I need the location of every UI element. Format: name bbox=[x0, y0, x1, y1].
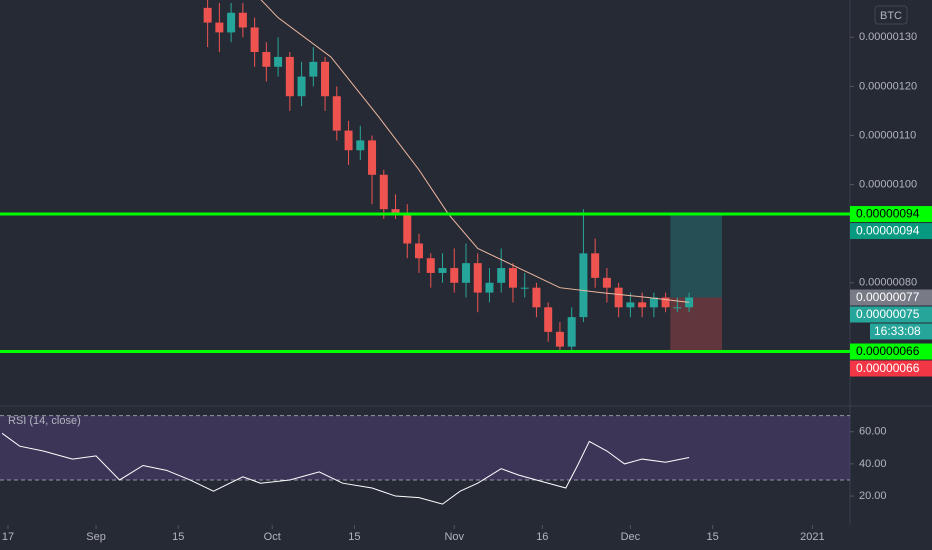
candle-body bbox=[438, 268, 447, 273]
candle-body bbox=[356, 140, 365, 151]
candle-body bbox=[661, 297, 670, 308]
price-label-bg bbox=[850, 343, 932, 360]
candle-body bbox=[579, 253, 588, 318]
candle-body bbox=[250, 27, 259, 53]
candle-body bbox=[520, 287, 529, 289]
price-label-bg bbox=[850, 206, 932, 223]
candle-body bbox=[461, 263, 470, 283]
candle-body bbox=[238, 12, 247, 28]
y-tick-label: 0.00000100 bbox=[859, 178, 917, 190]
price-label-bg bbox=[850, 360, 932, 377]
moving-average bbox=[260, 0, 690, 303]
price-label: 0.00000094 bbox=[856, 207, 920, 221]
y-tick-label: 0.00000080 bbox=[859, 277, 917, 289]
price-label-bg bbox=[850, 289, 932, 306]
price-label: 0.00000066 bbox=[856, 361, 920, 375]
x-tick-label: 15 bbox=[172, 531, 184, 543]
candle-body bbox=[368, 140, 377, 175]
x-tick-label: 16 bbox=[536, 531, 548, 543]
candle-body bbox=[638, 302, 647, 308]
y-tick-label: 20.00 bbox=[859, 490, 887, 502]
candle-body bbox=[262, 52, 271, 67]
x-tick-label: Dec bbox=[621, 531, 641, 543]
rsi-band bbox=[0, 415, 850, 480]
countdown-bg bbox=[870, 323, 932, 340]
position-stop bbox=[670, 297, 722, 352]
x-tick-label: Nov bbox=[444, 531, 464, 543]
candle-body bbox=[203, 7, 212, 23]
candle-body bbox=[508, 268, 517, 288]
candle-body bbox=[391, 209, 400, 215]
price-label-bg bbox=[850, 223, 932, 240]
candle-body bbox=[297, 76, 306, 97]
candle-body bbox=[309, 61, 318, 77]
candle-body bbox=[450, 268, 459, 283]
y-tick-label: 0.00000130 bbox=[859, 31, 917, 43]
candle-body bbox=[497, 268, 506, 283]
price-label: 0.00000094 bbox=[856, 224, 920, 238]
candle-body bbox=[649, 297, 658, 308]
position-target bbox=[670, 214, 722, 298]
candle-body bbox=[227, 12, 236, 33]
countdown: 16:33:08 bbox=[874, 324, 921, 338]
candle-body bbox=[532, 287, 541, 308]
candle-body bbox=[415, 243, 424, 259]
price-label: 0.00000066 bbox=[856, 344, 920, 358]
y-tick-label: 0.00000120 bbox=[859, 80, 917, 92]
price-label-bg bbox=[850, 306, 932, 323]
candle-body bbox=[379, 174, 388, 210]
x-tick-label: 17 bbox=[2, 531, 14, 543]
candle-body bbox=[426, 258, 435, 273]
candle-body bbox=[321, 61, 330, 97]
rsi-title: RSI (14, close) bbox=[8, 415, 81, 427]
candle-body bbox=[332, 96, 341, 131]
candle-body bbox=[215, 22, 224, 33]
currency-box bbox=[874, 5, 908, 25]
candle-body bbox=[555, 331, 564, 347]
x-tick-label: Sep bbox=[86, 531, 106, 543]
candle-body bbox=[614, 287, 623, 308]
candle-body bbox=[602, 277, 611, 288]
y-tick-label: 60.00 bbox=[859, 426, 887, 438]
candle-body bbox=[403, 214, 412, 244]
rsi-line bbox=[1, 432, 690, 505]
candle-body bbox=[285, 56, 294, 97]
x-tick-label: Oct bbox=[264, 531, 281, 543]
candle-body bbox=[274, 56, 283, 67]
price-label: 0.00000075 bbox=[856, 307, 920, 321]
currency-label: BTC bbox=[880, 10, 902, 22]
candle-body bbox=[344, 130, 353, 151]
x-tick-label: 15 bbox=[706, 531, 718, 543]
y-tick-label: 0.00000110 bbox=[859, 129, 916, 141]
x-tick-label: 15 bbox=[348, 531, 360, 543]
price-label: 0.00000077 bbox=[856, 290, 920, 304]
x-tick-label: 2021 bbox=[800, 531, 824, 543]
candle-body bbox=[685, 297, 694, 308]
candle-body bbox=[544, 307, 553, 332]
candle-body bbox=[567, 317, 576, 347]
candle-body bbox=[673, 307, 682, 309]
candle-body bbox=[591, 253, 600, 278]
candle-body bbox=[485, 282, 494, 293]
candle-body bbox=[626, 302, 635, 308]
candle-body bbox=[473, 263, 482, 293]
y-tick-label: 40.00 bbox=[859, 458, 887, 470]
